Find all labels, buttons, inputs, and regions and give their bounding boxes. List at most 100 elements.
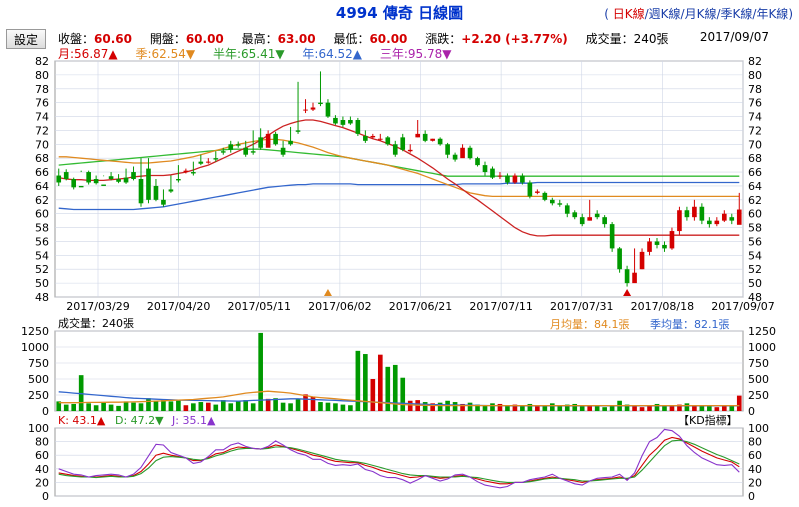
low-label: 最低： bbox=[333, 32, 370, 46]
price-x-tick: 2017/04/20 bbox=[147, 300, 210, 313]
candle-body bbox=[71, 179, 77, 188]
candle-body bbox=[527, 182, 533, 197]
kd-plot-frame bbox=[54, 427, 744, 497]
candle-body bbox=[228, 144, 234, 150]
candle-body bbox=[542, 192, 548, 200]
volume-bar bbox=[333, 403, 338, 411]
quote-bar: 收盤：60.60 開盤：60.00 最高：63.00 最低：60.00 漲跌：+… bbox=[58, 30, 683, 47]
candle-body bbox=[183, 170, 189, 173]
volume-bar bbox=[714, 407, 720, 411]
period-month[interactable]: 月K線 bbox=[684, 7, 717, 21]
settings-button[interactable]: 設定 bbox=[6, 29, 46, 49]
price-x-tick: 2017/06/02 bbox=[308, 300, 371, 313]
price-y-tick-left: 72 bbox=[35, 124, 49, 137]
candle-body bbox=[564, 205, 570, 214]
volume-bar bbox=[101, 402, 106, 411]
volume-bar bbox=[138, 403, 144, 411]
volume-month-avg-line bbox=[58, 390, 740, 407]
open-label: 開盤： bbox=[149, 32, 186, 46]
candle-body bbox=[168, 189, 174, 192]
candle-body bbox=[437, 138, 443, 145]
volume-bar bbox=[325, 402, 331, 411]
candle-body bbox=[325, 102, 331, 117]
period-day[interactable]: 日K線 bbox=[612, 7, 645, 21]
volume-y-tick-right: 500 bbox=[748, 373, 769, 386]
candle-body bbox=[482, 165, 488, 173]
period-year[interactable]: 年K線 bbox=[756, 7, 789, 21]
price-x-tick: 2017/06/21 bbox=[389, 300, 452, 313]
kd-y-tick-left: 60 bbox=[35, 449, 49, 462]
volume-bar bbox=[385, 366, 391, 411]
price-y-tick-left: 70 bbox=[35, 138, 49, 151]
volume-bar bbox=[198, 402, 204, 411]
volume-bar bbox=[235, 401, 241, 411]
open-value: 60.00 bbox=[185, 32, 224, 46]
candle-body bbox=[594, 213, 600, 218]
candle-body bbox=[56, 175, 62, 183]
candle-body bbox=[714, 220, 720, 225]
candle-body bbox=[146, 168, 151, 200]
volume-y-tick-right: 1250 bbox=[748, 325, 776, 338]
close-label: 收盤： bbox=[58, 32, 95, 46]
kd-y-tick-right: 80 bbox=[748, 436, 762, 449]
candle-body bbox=[370, 135, 376, 138]
volume-bar bbox=[430, 403, 435, 411]
kd-indicator-button[interactable]: 【KD指標】 bbox=[678, 413, 738, 427]
ma-three-year-legend: 三年:95.78▼ bbox=[379, 47, 452, 61]
candle-body bbox=[63, 172, 69, 179]
candle-body bbox=[512, 175, 518, 183]
candle-body bbox=[721, 213, 727, 221]
volume-bar bbox=[512, 404, 518, 411]
price-y-tick-left: 50 bbox=[35, 277, 49, 290]
ma-season-legend: 季:62.54▼ bbox=[135, 47, 196, 61]
kd-y-tick-left: 0 bbox=[42, 490, 49, 503]
candle-body bbox=[131, 172, 136, 179]
volume-bar bbox=[295, 399, 301, 411]
candle-body bbox=[310, 107, 316, 110]
high-value: 63.00 bbox=[277, 32, 316, 46]
volume-bar bbox=[475, 404, 480, 411]
volume-bar bbox=[355, 350, 361, 411]
volume-bar bbox=[303, 394, 308, 411]
price-y-tick-left: 82 bbox=[35, 55, 49, 68]
kd-y-tick-right: 40 bbox=[748, 463, 762, 476]
volume-bar bbox=[654, 403, 660, 411]
price-y-tick-right: 62 bbox=[748, 194, 762, 207]
volume-bar bbox=[280, 402, 286, 411]
volume-y-tick-right: 1000 bbox=[748, 341, 776, 354]
volume-bar bbox=[191, 403, 196, 411]
volume-bar bbox=[572, 403, 578, 411]
volume-bar bbox=[624, 404, 630, 411]
volume-bar bbox=[243, 400, 249, 411]
volume-bar bbox=[93, 405, 99, 411]
volume-y-tick-left: 500 bbox=[28, 373, 49, 386]
kd-y-tick-left: 40 bbox=[35, 463, 49, 476]
candle-body bbox=[288, 140, 293, 145]
period-season[interactable]: 季K線 bbox=[720, 7, 753, 21]
ma-half-year-line bbox=[58, 148, 740, 177]
price-x-tick: 2017/07/11 bbox=[469, 300, 532, 313]
volume-bar bbox=[205, 402, 211, 411]
candle-body bbox=[692, 206, 697, 218]
candle-body bbox=[475, 158, 480, 166]
price-y-tick-right: 60 bbox=[748, 208, 762, 221]
candle-body bbox=[415, 133, 421, 138]
price-x-tick: 2017/03/29 bbox=[66, 300, 129, 313]
ma-month-line bbox=[58, 119, 740, 237]
candle-body bbox=[400, 137, 406, 150]
volume-y-tick-left: 1250 bbox=[21, 325, 49, 338]
candle-body bbox=[699, 206, 705, 221]
kd-j-label: J: 35.1▲ bbox=[171, 414, 216, 427]
period-week[interactable]: 週K線 bbox=[648, 7, 681, 21]
candle-body bbox=[460, 147, 465, 159]
volume-bar bbox=[258, 332, 263, 411]
candle-body bbox=[639, 251, 645, 270]
kd-k-label: K: 43.1▲ bbox=[58, 414, 106, 427]
kd-y-tick-right: 60 bbox=[748, 449, 762, 462]
candle-body bbox=[153, 185, 159, 200]
volume-bar bbox=[699, 405, 705, 411]
price-y-tick-right: 48 bbox=[748, 291, 762, 304]
volume-bar bbox=[527, 403, 533, 411]
volume-label: 成交量： bbox=[585, 32, 634, 46]
